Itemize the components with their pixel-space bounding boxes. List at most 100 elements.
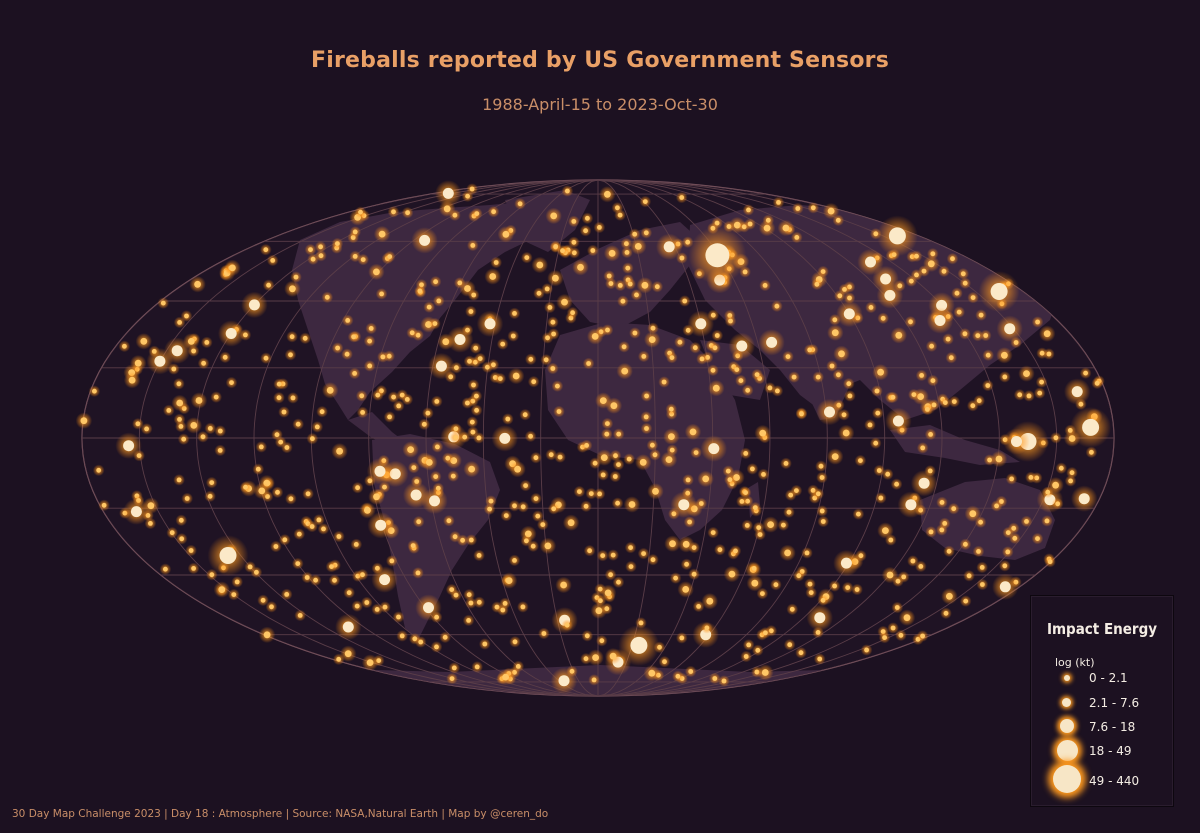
fireball-point [286, 330, 298, 343]
fireball-core [344, 351, 350, 357]
fireball-point [604, 648, 622, 665]
fireball-core [255, 466, 261, 472]
fireball-core [453, 435, 459, 440]
fireball-point [640, 227, 653, 239]
fireball-point [925, 526, 937, 538]
fireball-core [921, 268, 927, 274]
fireball-core [520, 504, 526, 510]
fireball-point [996, 347, 1013, 364]
fireball-point [684, 423, 702, 441]
fireball-core [452, 212, 458, 218]
fireball-point [872, 364, 889, 381]
fireball-point [392, 611, 405, 623]
fireball-point [273, 391, 285, 404]
fireball-point [294, 609, 307, 622]
fireball-point [658, 376, 670, 388]
fireball-point [689, 341, 702, 354]
fireball-core [389, 558, 395, 564]
fireball-point [741, 384, 754, 397]
fireball-core [523, 483, 528, 488]
fireball-point [284, 349, 297, 361]
fireball-point [423, 301, 436, 313]
fireball-point [205, 476, 218, 489]
fireball-point [687, 310, 714, 337]
fireball-point [916, 630, 929, 642]
fireball-point [431, 395, 443, 408]
fireball-point [756, 587, 769, 600]
fireball-point [197, 357, 210, 370]
fireball-core [705, 243, 730, 268]
fireball-point [940, 607, 952, 620]
fireball-point [612, 458, 625, 471]
fireball-point [285, 493, 297, 505]
fireball-point [572, 259, 589, 276]
fireball-point [833, 345, 850, 362]
fireball-core [600, 454, 608, 461]
fireball-core [491, 209, 496, 215]
fireball-core [784, 549, 791, 557]
fireball-point [975, 309, 987, 321]
fireball-core [310, 256, 316, 262]
fireball-core [1052, 481, 1059, 489]
fireball-core [951, 399, 957, 404]
fireball-point [885, 534, 897, 546]
fireball-core [615, 500, 620, 506]
fireball-core [231, 592, 237, 597]
fireball-point [431, 441, 444, 453]
fireball-point [347, 331, 360, 343]
fireball-point [852, 508, 865, 520]
fireball-core [571, 219, 577, 224]
fireball-point [959, 595, 972, 607]
fireball-core [586, 361, 591, 366]
fireball-point [356, 406, 369, 419]
fireball-point [386, 555, 398, 567]
fireball-core [693, 450, 699, 455]
fireball-core [213, 394, 219, 400]
fireball-point [474, 352, 487, 365]
fireball-core [462, 434, 468, 440]
fireball-point [450, 361, 463, 374]
fireball-point [596, 634, 608, 647]
fireball-point [462, 614, 475, 627]
fireball-core [783, 461, 789, 466]
fireball-point [664, 535, 681, 552]
fireball-point [350, 538, 363, 551]
fireball-core [336, 534, 342, 539]
fireball-core [750, 466, 755, 472]
fireball-core [360, 572, 365, 578]
fireball-core [638, 620, 644, 626]
fireball-core [604, 589, 612, 597]
fireball-point [159, 563, 172, 575]
fireball-core [471, 292, 477, 298]
fireball-core [943, 610, 949, 616]
fireball-point [731, 363, 743, 376]
fireball-point [772, 196, 785, 209]
fireball-point [656, 233, 683, 260]
fireball-core [375, 519, 387, 531]
fireball-core [101, 502, 107, 508]
fireball-point [429, 470, 442, 483]
fireball-point [844, 390, 856, 402]
fireball-core [710, 367, 716, 373]
fireball-core [761, 669, 769, 676]
fireball-core [995, 455, 1003, 463]
fireball-core [409, 330, 415, 336]
fireball-point [466, 183, 478, 195]
fireball-core [905, 499, 917, 511]
fireball-core [621, 344, 627, 350]
fireball-point [959, 277, 971, 290]
fireball-point [547, 316, 559, 329]
fireball-point [244, 561, 256, 573]
fireball-core [314, 424, 320, 430]
fireball-core [310, 436, 315, 442]
fireball-core [675, 673, 681, 679]
fireball-point [658, 655, 671, 668]
fireball-core [505, 416, 511, 422]
fireball-point [801, 547, 813, 559]
fireball-point [924, 428, 937, 441]
fireball-core [919, 373, 924, 378]
fireball-core [379, 574, 391, 586]
fireball-core [877, 368, 884, 376]
fireball-point [924, 465, 936, 477]
fireball-point [646, 439, 659, 452]
